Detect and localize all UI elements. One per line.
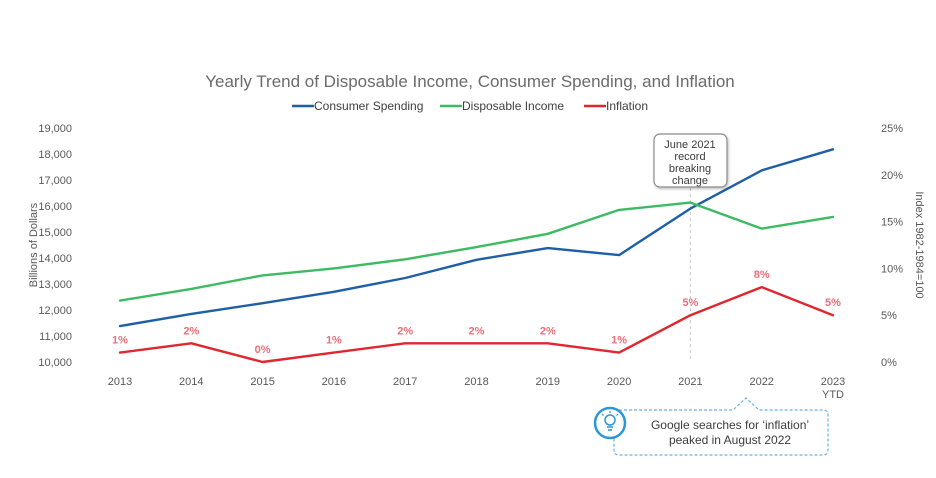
callout-line-4: change bbox=[672, 175, 708, 187]
x-tick-label: 2013 bbox=[108, 376, 132, 388]
y2-axis-label: Index 1982-1984=100 bbox=[913, 191, 925, 298]
left-axis: 10,000 11,000 12,000 13,000 14,000 15,000 16,0… bbox=[38, 123, 72, 369]
data-label-layer: 1% 2% 0% 1% 2% 2% 2% 1% 5% 8% 5% bbox=[112, 269, 841, 356]
y-tick-label: 17,000 bbox=[38, 175, 72, 187]
y-tick-label: 16,000 bbox=[38, 201, 72, 213]
data-label-inflation: 1% bbox=[611, 335, 627, 347]
data-label-inflation: 8% bbox=[754, 269, 770, 281]
x-tick-label: 2014 bbox=[179, 376, 203, 388]
note-line-2: peaked in August 2022 bbox=[669, 433, 791, 447]
series-line-consumer-spending bbox=[118, 148, 835, 328]
right-axis: 0% 5% 10% 15% 20% 25% bbox=[881, 123, 903, 369]
chart-title: Yearly Trend of Disposable Income, Consu… bbox=[205, 72, 735, 91]
x-tick-sublabel: YTD bbox=[822, 389, 844, 401]
series-line-inflation bbox=[118, 285, 835, 364]
data-label-inflation: 5% bbox=[682, 297, 698, 309]
y2-tick-label: 25% bbox=[881, 123, 903, 135]
legend-item-inflation: Inflation bbox=[584, 99, 648, 113]
lightbulb-icon bbox=[593, 406, 627, 440]
data-label-inflation: 2% bbox=[397, 325, 413, 337]
legend-label: Disposable Income bbox=[462, 99, 564, 113]
callout-line-3: breaking bbox=[669, 163, 711, 175]
x-tick-label: 2015 bbox=[250, 376, 274, 388]
note-line-1: Google searches for ‘inflation’ bbox=[651, 418, 809, 432]
y-tick-label: 11,000 bbox=[39, 331, 72, 343]
x-tick-label: 2022 bbox=[749, 376, 773, 388]
legend-item-disposable-income: Disposable Income bbox=[440, 99, 564, 113]
legend: Consumer Spending Disposable Income Inflat… bbox=[292, 99, 648, 113]
y-axis-label: Billions of Dollars bbox=[28, 202, 40, 287]
x-tick-label: 2018 bbox=[464, 376, 488, 388]
x-tick-label: 2023 bbox=[821, 376, 845, 388]
legend-label: Consumer Spending bbox=[314, 99, 423, 113]
note-google-searches: Google searches for ‘inflation’ peaked i… bbox=[593, 397, 829, 456]
y-tick-label: 12,000 bbox=[38, 305, 72, 317]
data-label-inflation: 2% bbox=[469, 325, 485, 337]
legend-label: Inflation bbox=[606, 99, 648, 113]
series-line-disposable-income bbox=[118, 201, 835, 302]
callout-box bbox=[653, 133, 728, 188]
data-label-inflation: 2% bbox=[183, 325, 199, 337]
y-tick-label: 19,000 bbox=[38, 123, 72, 135]
x-tick-label: 2020 bbox=[607, 376, 631, 388]
callout-june-2021: June 2021 record breaking change bbox=[653, 133, 728, 188]
y2-tick-label: 20% bbox=[881, 170, 903, 182]
y-tick-label: 14,000 bbox=[38, 253, 72, 265]
series-layer bbox=[118, 148, 835, 364]
y2-tick-label: 10% bbox=[881, 263, 903, 275]
data-label-inflation: 5% bbox=[825, 297, 841, 309]
legend-item-consumer-spending: Consumer Spending bbox=[292, 99, 423, 113]
y2-tick-label: 5% bbox=[881, 310, 897, 322]
data-label-inflation: 1% bbox=[326, 335, 342, 347]
data-label-inflation: 1% bbox=[112, 335, 128, 347]
data-label-inflation: 2% bbox=[540, 325, 556, 337]
y2-tick-label: 15% bbox=[881, 217, 903, 229]
y2-tick-label: 0% bbox=[881, 357, 897, 369]
y-tick-label: 18,000 bbox=[38, 149, 72, 161]
y-tick-label: 10,000 bbox=[38, 357, 72, 369]
data-label-inflation: 0% bbox=[255, 344, 271, 356]
x-axis: 2013 2014 2015 2016 2017 2018 2019 2020 2021 2022… bbox=[108, 376, 845, 401]
x-tick-label: 2017 bbox=[393, 376, 417, 388]
y-tick-label: 15,000 bbox=[38, 227, 72, 239]
callout-line-1: June 2021 bbox=[664, 139, 715, 151]
callout-line-2: record bbox=[674, 151, 705, 163]
x-tick-label: 2016 bbox=[322, 376, 346, 388]
x-tick-label: 2019 bbox=[536, 376, 560, 388]
y-tick-label: 13,000 bbox=[38, 279, 72, 291]
x-tick-label: 2021 bbox=[678, 376, 702, 388]
